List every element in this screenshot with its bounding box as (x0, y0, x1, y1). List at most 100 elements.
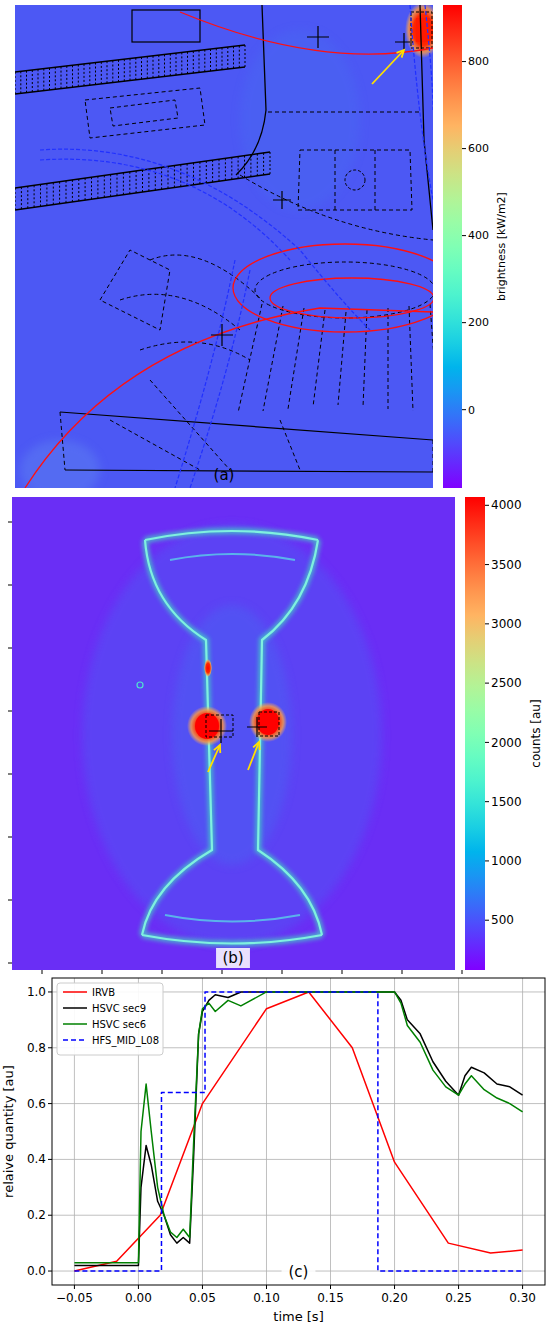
geometry (110, 100, 178, 126)
colorbar-tick-label: 200 (468, 316, 489, 329)
red-curve (25, 308, 433, 488)
flux-line (190, 270, 250, 488)
grid-line (266, 978, 267, 1285)
crosshair (273, 191, 291, 209)
arrow (208, 745, 220, 772)
colorbar-tick (462, 148, 466, 149)
y-tick (48, 1271, 52, 1272)
plot-frame (52, 978, 545, 1285)
colorbar-scale (465, 497, 485, 970)
colorbar-tick (485, 623, 489, 624)
glow-patch (20, 440, 100, 488)
vessel-edge (142, 531, 322, 944)
image-background (12, 497, 455, 970)
colorbar-tick-label: 3000 (491, 617, 522, 631)
colorbar-tick-label: 1000 (491, 854, 522, 868)
x-tick (394, 1285, 395, 1289)
flux-line (175, 260, 235, 488)
geometry (110, 380, 300, 470)
arrow (248, 742, 259, 770)
legend-label: HSVC sec6 (92, 1019, 146, 1030)
y-tick-label: 0.4 (27, 1152, 46, 1166)
panel-label: (c) (282, 1262, 316, 1282)
crosshair (211, 324, 233, 346)
x-tick-label: 0.20 (381, 1291, 408, 1305)
glow-patch (240, 30, 360, 210)
flux-line (40, 149, 370, 330)
glow-patch (82, 525, 382, 945)
colorbar-tick-label: 4000 (491, 498, 522, 512)
glow-patch (172, 605, 292, 865)
vessel-edge (165, 554, 300, 922)
image-ticks (8, 522, 462, 974)
red-curve (233, 244, 433, 332)
grid-line (522, 978, 523, 1285)
legend-swatch (63, 991, 87, 993)
image-b (12, 497, 455, 970)
geometry (236, 5, 266, 175)
geometry (15, 45, 245, 94)
grid-line (330, 978, 331, 1285)
crosshair (307, 26, 329, 48)
geometry (85, 88, 205, 138)
x-tick (522, 1285, 523, 1289)
label-patch (216, 948, 250, 968)
legend: IRVBHSVC sec9HSVC sec6HFS_MID_L08 (57, 983, 163, 1055)
colorbar-tick (462, 322, 466, 323)
marker-ring (137, 682, 143, 688)
grid-line (458, 978, 459, 1285)
colorbar-tick-label: 3500 (491, 558, 522, 572)
line-chart: −0.050.000.050.100.150.200.250.300.00.20… (1, 978, 545, 1324)
colorbar-scale (443, 5, 462, 488)
grid-line (202, 978, 203, 1285)
y-tick-label: 0.0 (27, 1264, 46, 1278)
geometry (60, 412, 433, 440)
hotspot (204, 659, 212, 677)
x-tick (138, 1285, 139, 1289)
grid-line (52, 1159, 545, 1160)
flux-line (425, 5, 433, 110)
image-tick (8, 522, 462, 974)
y-tick (48, 1047, 52, 1048)
y-axis-title: relaive quantity [au] (1, 1065, 16, 1198)
flux-line (410, 5, 433, 200)
geometry (345, 170, 365, 190)
x-tick-label: 0.00 (125, 1291, 152, 1305)
hotspot (249, 702, 287, 742)
x-tick (266, 1285, 267, 1289)
vessel-glow (142, 531, 322, 944)
geometry (65, 470, 433, 472)
x-tick-label: 0.25 (445, 1291, 472, 1305)
y-tick-label: 0.2 (27, 1208, 46, 1222)
flux-line (40, 159, 290, 260)
legend-swatch (63, 1007, 87, 1009)
colorbar-title: brightness [kW/m2] (495, 192, 508, 301)
roi-box (206, 715, 233, 737)
geometry (240, 175, 433, 240)
geometry (100, 250, 170, 330)
panel-label: (a) (214, 466, 235, 484)
grid-line (394, 978, 395, 1285)
hotspot-core (195, 713, 219, 739)
image-background (15, 5, 433, 488)
legend-label: HSVC sec9 (92, 1003, 146, 1014)
geometry (420, 5, 433, 230)
colorbar-tick-label: 2000 (491, 736, 522, 750)
x-tick (74, 1285, 75, 1289)
colorbar-tick (485, 860, 489, 861)
crosshair (247, 717, 267, 737)
grid-line (52, 1103, 545, 1104)
colorbar-tick (462, 409, 466, 410)
colorbar: 0200400600800brightness [kW/m2] (443, 5, 508, 488)
figure: 0200400600800brightness [kW/m2](a)500100… (0, 0, 556, 1337)
geometry (298, 150, 412, 210)
geometry (268, 112, 420, 113)
y-tick (48, 1103, 52, 1104)
colorbar: 5001000150020002500300035004000counts [a… (465, 497, 543, 970)
colorbar-tick-label: 400 (468, 229, 489, 242)
panel-label: (b) (216, 948, 250, 968)
legend-label: HFS_MID_L08 (92, 1035, 159, 1047)
x-axis-title: time [s] (273, 1309, 323, 1324)
roi-box (259, 712, 279, 736)
colorbar-title: counts [au] (529, 699, 543, 767)
